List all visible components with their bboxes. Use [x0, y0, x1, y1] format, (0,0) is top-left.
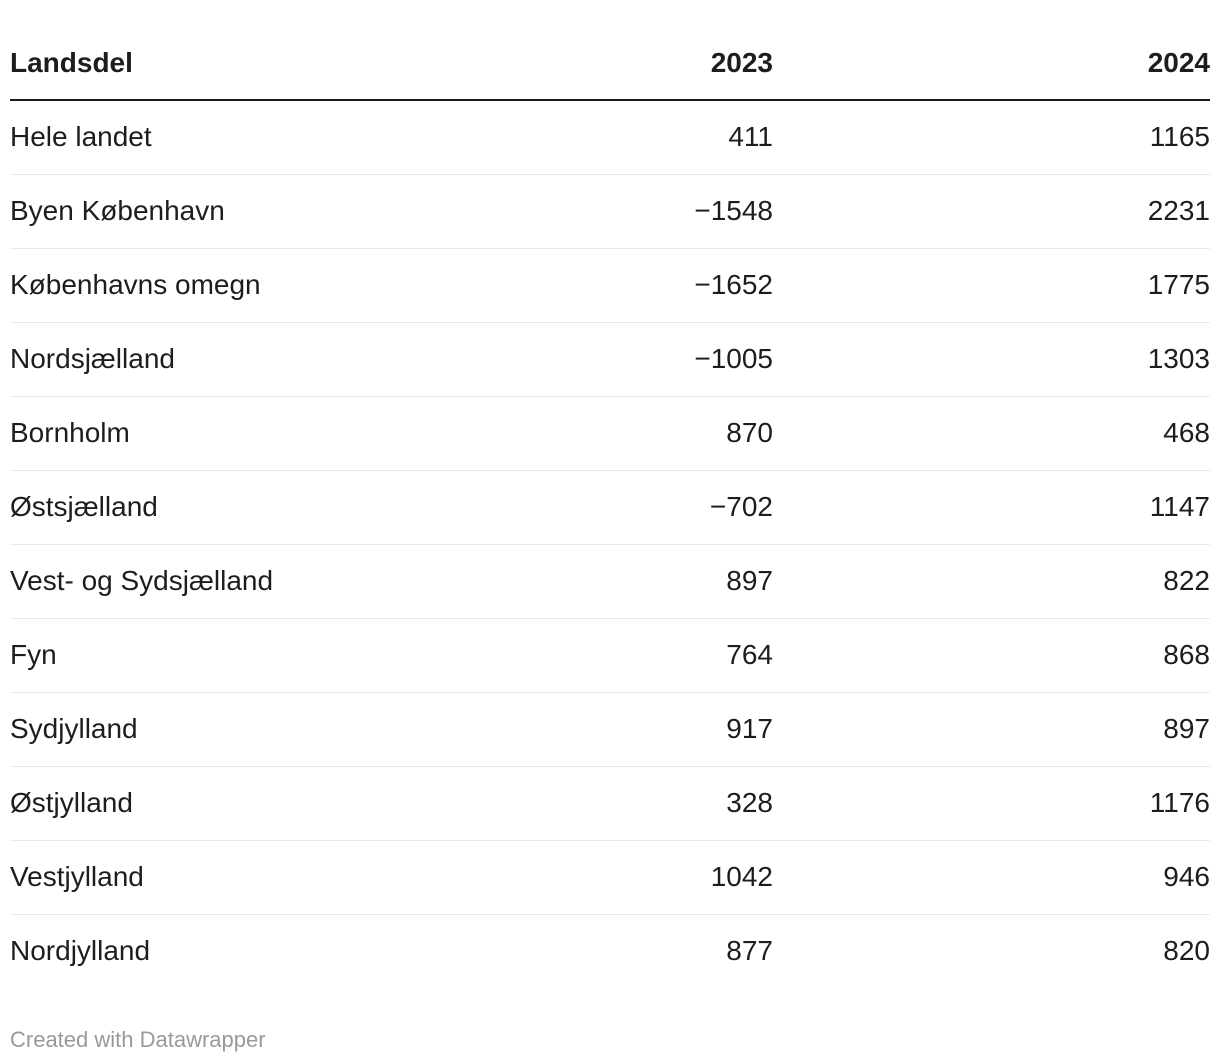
table-row: Østsjælland −702 1147 [10, 470, 1210, 545]
region-cell: Københavns omegn [10, 248, 410, 323]
region-cell: Fyn [10, 618, 410, 693]
value-2023-cell: 897 [410, 544, 773, 619]
table-row: Nordsjælland −1005 1303 [10, 322, 1210, 397]
value-2023-cell: 411 [410, 100, 773, 175]
table-row: Københavns omegn −1652 1775 [10, 248, 1210, 323]
value-2024-cell: 822 [773, 544, 1210, 619]
region-cell: Nordjylland [10, 935, 151, 966]
value-2024-cell: 1165 [773, 100, 1210, 175]
value-2024-cell: 1176 [773, 766, 1210, 841]
region-cell: Byen København [10, 174, 410, 249]
table-row: Bornholm 870 468 [10, 396, 1210, 471]
value-2024-cell: 897 [773, 692, 1210, 767]
column-header-landsdel: Landsdel [10, 0, 410, 101]
value-2023-cell: 917 [410, 692, 773, 767]
value-2024-cell: 1775 [773, 248, 1210, 323]
region-cell: Sydjylland [10, 692, 410, 767]
value-2024-cell: 946 [773, 840, 1210, 915]
table-row: Fyn 764 868 [10, 618, 1210, 693]
region-cell: Vest- og Sydsjælland [10, 544, 410, 619]
value-2024-cell: 2231 [773, 174, 1210, 249]
value-2024-cell: 868 [773, 618, 1210, 693]
value-2023-cell: −702 [410, 470, 773, 545]
region-cell: Bornholm [10, 396, 410, 471]
column-header-2024: 2024 [773, 0, 1210, 101]
value-2024-cell: 1303 [773, 322, 1210, 397]
data-table: Landsdel 2023 2024 Hele landet 411 1165 … [10, 0, 1210, 988]
value-2024-cell: 468 [773, 396, 1210, 471]
value-2023-cell: −1005 [410, 322, 773, 397]
value-2023-cell: 870 [410, 396, 773, 471]
table-row: Østjylland 328 1176 [10, 766, 1210, 841]
region-cell: Hele landet [10, 100, 410, 175]
attribution-link[interactable]: Created with Datawrapper [10, 1027, 266, 1052]
value-2023-cell: 328 [410, 766, 773, 841]
header-row: Landsdel 2023 2024 [10, 0, 1210, 101]
value-2023-cell: 1042 [410, 840, 773, 915]
table-row: Hele landet 411 1165 [10, 100, 1210, 175]
table-row: Byen København −1548 2231 [10, 174, 1210, 249]
region-cell: Østsjælland [10, 470, 410, 545]
value-2023-cell: 764 [410, 618, 773, 693]
region-cell: Østjylland [10, 766, 410, 841]
column-header-2023: 2023 [410, 0, 773, 101]
value-2024-cell: 820 [1163, 935, 1210, 966]
region-cell: Vestjylland [10, 840, 410, 915]
table-row: Vest- og Sydsjælland 897 822 [10, 544, 1210, 619]
value-2023-cell: −1548 [410, 174, 773, 249]
value-2024-cell: 1147 [773, 470, 1210, 545]
attribution: Created with Datawrapper [10, 1026, 1210, 1054]
table-row: Sydjylland 917 897 [10, 692, 1210, 767]
table-row: Vestjylland 1042 946 [10, 840, 1210, 915]
value-2023-cell: 877 [726, 935, 773, 966]
table-row: Nordjylland 877 820 [10, 915, 1210, 989]
value-2023-cell: −1652 [410, 248, 773, 323]
region-cell: Nordsjælland [10, 322, 410, 397]
